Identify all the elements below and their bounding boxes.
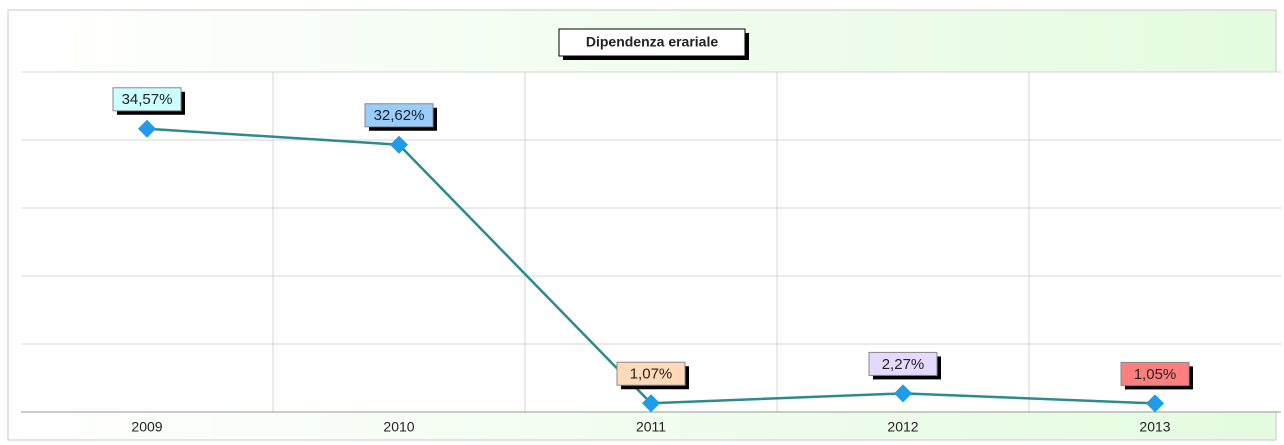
marker — [894, 384, 912, 403]
plot: 2009 2010 2011 2012 2013 34,57% 32,62% 1,07% 2,2… — [21, 71, 1281, 435]
data-label: 1,07% — [630, 366, 673, 383]
x-tick-label: 2010 — [383, 419, 414, 435]
x-tick-label: 2013 — [1139, 419, 1170, 435]
chart-title: Dipendenza erariale — [586, 34, 718, 50]
label-box — [868, 351, 938, 376]
marker — [1146, 394, 1164, 413]
title-box — [558, 28, 746, 57]
data-label: 2,27% — [882, 356, 925, 373]
marker — [390, 135, 408, 154]
label-box — [364, 103, 434, 128]
marker — [642, 394, 660, 413]
label-box — [616, 361, 686, 386]
marker — [138, 119, 156, 138]
data-label: 1,05% — [1134, 366, 1177, 383]
plot-area — [21, 72, 1281, 412]
label-box — [1120, 361, 1190, 386]
data-label: 34,57% — [122, 91, 173, 108]
label-box — [112, 87, 182, 112]
x-tick-label: 2012 — [887, 419, 918, 435]
x-tick-label: 2009 — [131, 419, 162, 435]
x-tick-label: 2011 — [636, 419, 666, 435]
data-label: 32,62% — [374, 107, 425, 124]
